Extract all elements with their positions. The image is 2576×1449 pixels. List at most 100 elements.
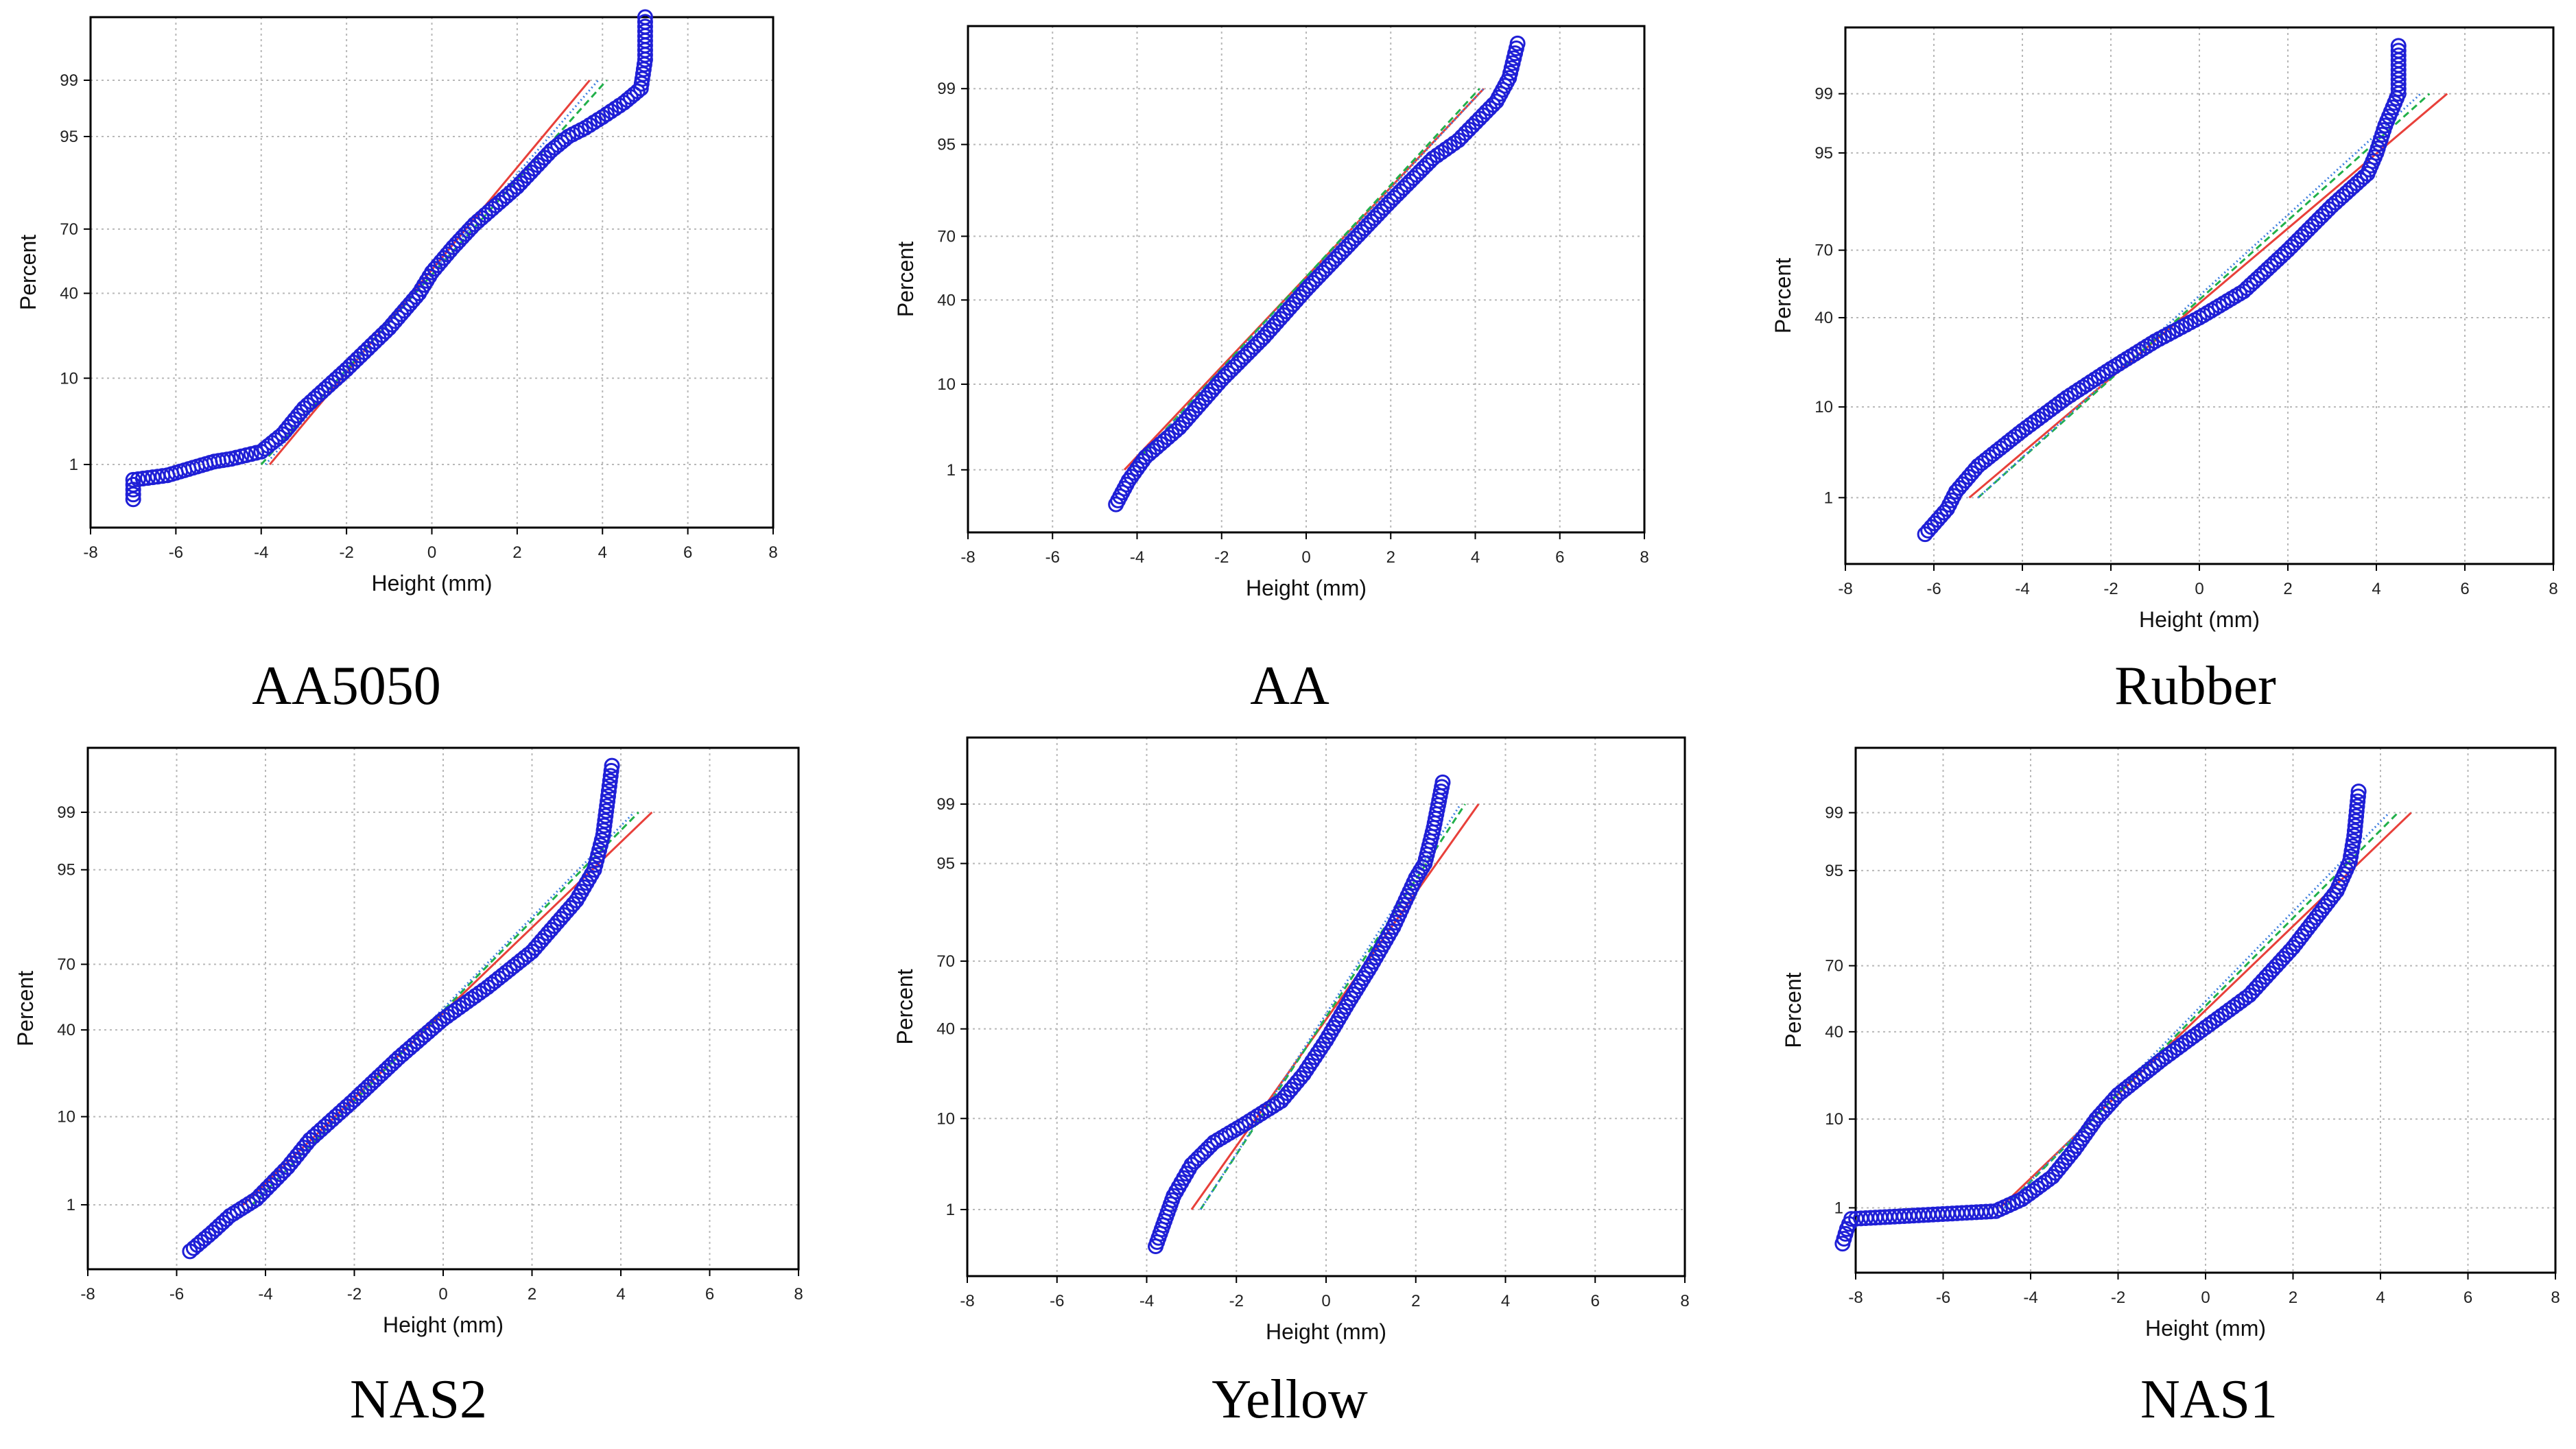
data-point [637,9,653,25]
caption-rubber: Rubber [2114,656,2276,716]
x-tick-label: -8 [1838,580,1852,598]
x-tick-label: 8 [1640,548,1649,567]
y-tick-label: 1 [69,456,78,474]
data-point [1509,35,1526,51]
y-tick-label: 40 [936,1020,955,1039]
x-tick-label: 2 [2283,580,2292,598]
data-point [598,803,615,819]
x-tick-label: 4 [2376,1288,2385,1307]
data-point [557,131,574,148]
data-point [2390,38,2407,54]
chart-panel-rubber: -8 -6 -4 -2 0 2 4 6 8 1 10 40 70 95 99 Height (mm) Perce… [1763,21,2560,639]
fit-line-red [1968,93,2448,499]
data-point [2346,827,2363,844]
x-axis-label: Height (mm) [2139,607,2260,632]
x-tick-label: 4 [1471,548,1480,567]
y-tick-label: 99 [1815,85,1833,104]
data-point [2390,43,2407,59]
data-point [140,470,156,486]
x-tick-label: 4 [1501,1292,1510,1310]
chart-svg: -8 -6 -4 -2 0 2 4 6 8 1 10 40 70 95 99 Height (mm) Perce… [893,736,1690,1344]
data-point [1120,472,1137,488]
data-point [1126,464,1142,481]
data-point [2390,47,2407,64]
y-tick-label: 99 [1825,804,1843,823]
x-tick-label: 0 [438,1285,447,1304]
y-tick-label: 40 [1815,309,1833,327]
x-tick-label: 8 [2551,1288,2560,1307]
data-point [600,783,617,799]
y-tick-label: 10 [1815,398,1833,416]
caption-yellow: Yellow [1212,1369,1368,1430]
data-point [2326,886,2342,903]
x-tick-label: -4 [1139,1292,1154,1310]
x-axis-label: Height (mm) [1266,1319,1386,1344]
y-tick-label: 1 [1834,1199,1843,1217]
x-tick-label: -2 [2103,580,2118,598]
x-tick-label: -2 [1214,548,1229,567]
y-tick-label: 10 [936,1109,955,1128]
data-point [600,793,616,810]
x-tick-label: -6 [169,543,183,562]
data-point [602,773,618,789]
y-tick-label: 99 [936,795,955,814]
y-tick-label: 1 [67,1196,75,1214]
x-tick-label: 2 [1386,548,1395,567]
data-point [1123,469,1139,485]
fit-line-green [1977,93,2431,499]
data-point [599,798,615,814]
data-point [134,471,151,487]
x-tick-label: 8 [2549,580,2557,598]
chart-panel-aa: -8 -6 -4 -2 0 2 4 6 8 1 10 40 70 95 99 Height (mm) Perce… [886,19,1651,608]
x-tick-label: 8 [794,1285,803,1304]
x-tick-label: -6 [1045,548,1060,567]
caption-nas2: NAS2 [349,1369,488,1430]
data-point [637,19,653,35]
y-axis-label: Percent [1771,258,1795,333]
data-point [145,469,161,486]
x-tick-label: -6 [1926,580,1941,598]
y-tick-label: 40 [1825,1023,1843,1041]
y-tick-label: 70 [1825,957,1843,976]
caption-aa5050: AA5050 [252,656,441,716]
x-tick-label: -6 [1050,1292,1064,1310]
x-axis-label: Height (mm) [371,571,492,596]
x-tick-label: 2 [512,543,521,562]
data-point [637,14,653,30]
data-point [565,896,582,912]
y-tick-label: 99 [937,80,956,98]
y-tick-label: 40 [60,284,78,303]
y-tick-label: 95 [60,128,78,146]
y-tick-label: 70 [57,956,75,974]
data-point [125,471,141,488]
y-tick-label: 95 [936,855,955,873]
y-axis-label: Percent [893,242,918,317]
x-tick-label: -4 [1130,548,1144,567]
x-tick-label: 6 [705,1285,714,1304]
data-point [2348,803,2365,819]
fit-line-green [2003,812,2399,1209]
x-tick-label: 8 [768,543,777,562]
caption-aa: AA [1250,656,1330,716]
x-tick-label: 0 [1321,1292,1330,1310]
data-point [2055,392,2071,409]
y-axis-label: Percent [16,235,40,310]
data-point [602,768,619,784]
fit-line-blue [2003,812,2390,1209]
y-tick-label: 1 [947,461,956,480]
y-tick-label: 10 [57,1108,75,1127]
chart-svg: -8 -6 -4 -2 0 2 4 6 8 1 10 40 70 95 99 Height (mm) Perce… [1781,746,2560,1341]
x-tick-label: -2 [1229,1292,1244,1310]
data-point [1132,457,1148,473]
y-tick-label: 10 [1825,1110,1843,1129]
y-tick-label: 1 [1824,488,1833,507]
y-tick-label: 10 [937,375,956,394]
data-point [2348,808,2365,825]
chart-panel-nas1: -8 -6 -4 -2 0 2 4 6 8 1 10 40 70 95 99 Height (mm) Perce… [1773,741,2562,1348]
x-axis-label: Height (mm) [2145,1316,2266,1341]
data-point [2350,793,2366,810]
x-tick-label: -2 [347,1285,362,1304]
y-axis-label: Percent [1781,972,1806,1048]
x-tick-label: 6 [1555,548,1564,567]
y-tick-label: 95 [937,136,956,154]
